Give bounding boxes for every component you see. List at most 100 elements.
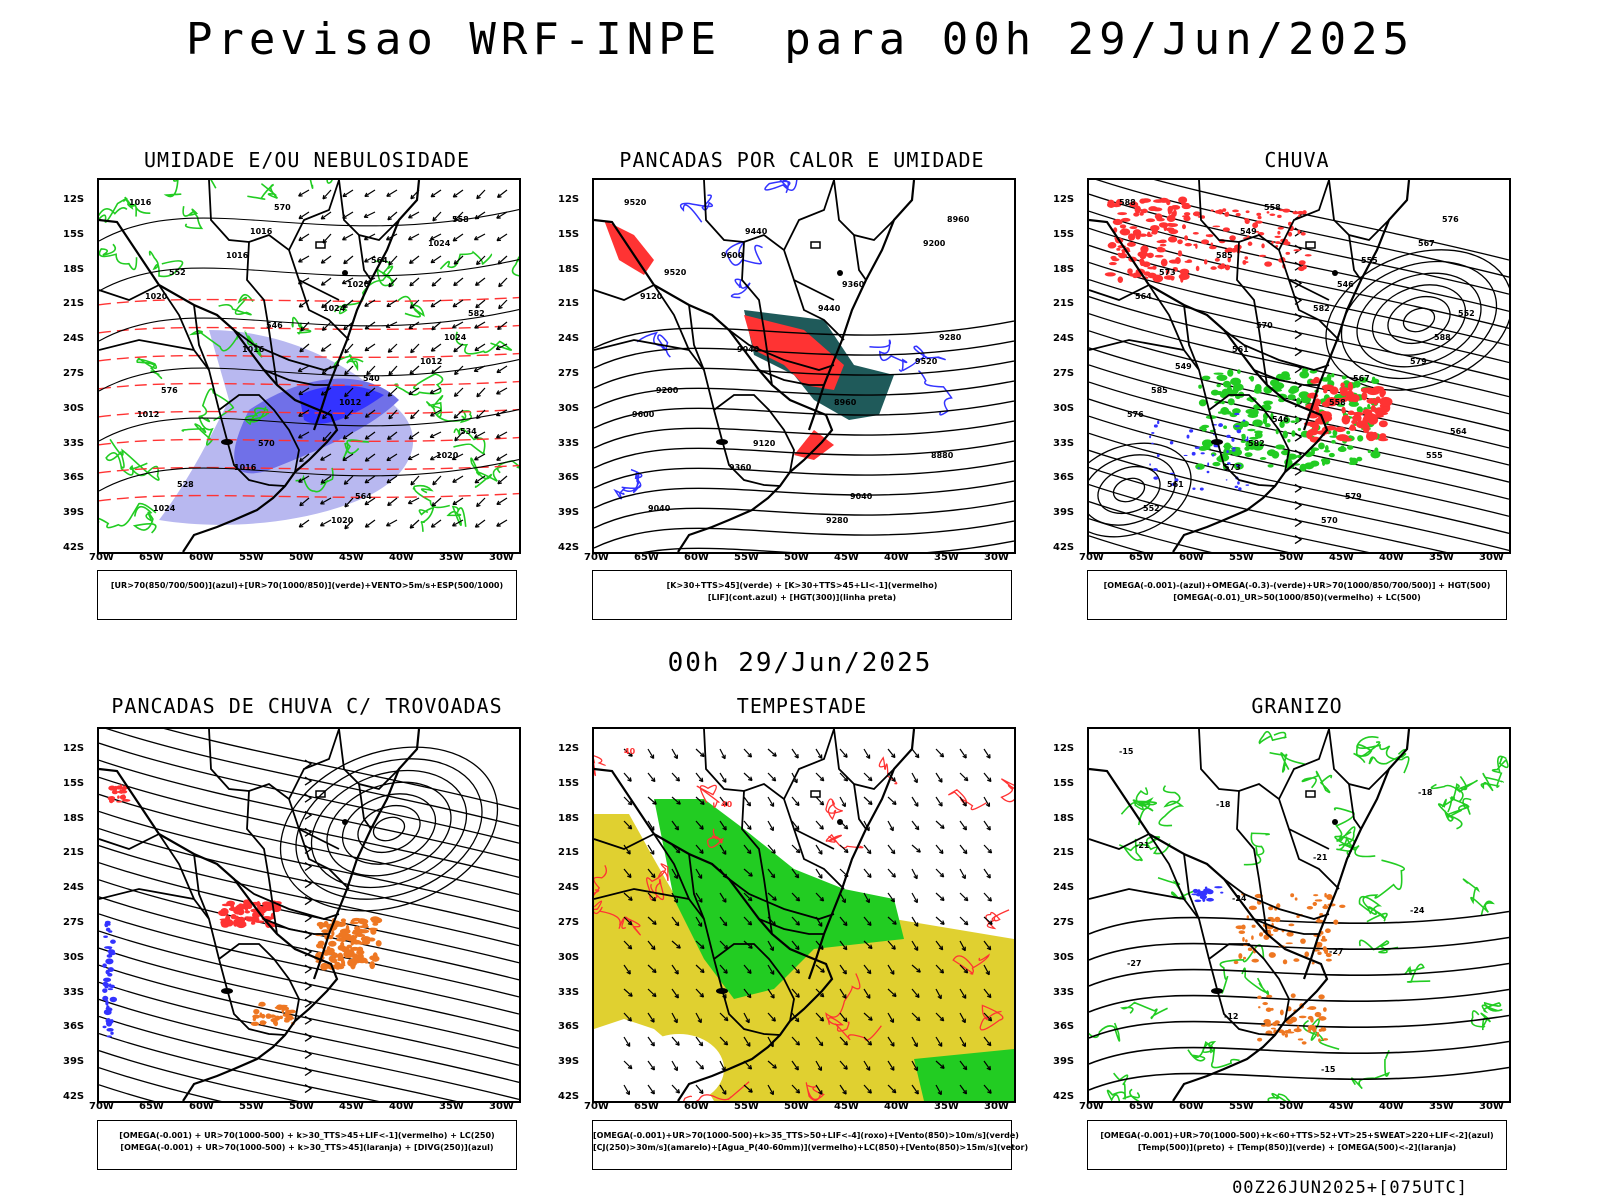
latitude-label: 36S [1053,472,1075,484]
legend-line: [CJ(250)>30m/s](amarelo)+[Agua_P(40-60mm… [593,1143,1029,1152]
forecast-map: 588 585 582 579 576 573 570 567 564 561 558 555 552 5… [1089,180,1509,552]
latitude-label: 24S [63,882,85,894]
longitude-label: 45W [834,1101,859,1112]
latitude-label: 36S [1053,1021,1075,1033]
contour-label: 9120 [753,439,776,448]
contour-label: 576 [1127,410,1144,419]
contour-label: -21 [1135,841,1150,850]
latitude-label: 18S [63,812,85,824]
latitude-label: 12S [558,194,580,205]
latitude-label: 39S [63,1056,85,1068]
longitude-label: 35W [934,552,959,563]
latitude-label: 33S [63,437,85,449]
map-frame: 9520 9600 9440 9520 9600 9360 9280 9200 9120 9040… [592,178,1016,554]
longitude-label: 30W [489,552,514,563]
latitude-label: 27S [63,368,85,379]
map-frame: 40 40 [592,727,1016,1103]
longitude-label: 45W [834,552,859,563]
contour-label: 555 [1361,256,1378,265]
longitude-label: 60W [1179,552,1204,563]
contour-label: -24 [1410,906,1425,915]
contour-label: -15 [1119,747,1134,756]
latitude-label: 27S [1053,368,1075,379]
contour-label: 558 [452,215,469,224]
longitude-label: 65W [1129,552,1154,563]
panel-title: TEMPESTADE [736,694,868,718]
longitude-label: 70W [1079,1101,1104,1112]
longitude-label: 50W [1279,1101,1304,1112]
latitude-label: 24S [558,333,580,345]
latitude-label: 42S [63,542,85,553]
longitude-label: 45W [339,1101,364,1112]
longitude-label: 65W [139,1101,164,1112]
longitude-label: 55W [734,1101,759,1112]
longitude-label: 55W [239,1101,264,1112]
contour-label: 582 [1248,439,1265,448]
map-frame: 1016 1016 1024 1012 1012 1016 1020 1024 1020 1016… [97,178,521,554]
latitude-label: 42S [558,542,580,553]
latitude-label: 30S [558,951,580,963]
contour-label: 1024 [323,304,346,313]
longitude-label: 50W [289,552,314,563]
latitude-label: 18S [558,263,580,275]
contour-label: 9360 [842,280,865,289]
latitude-label: 39S [1053,507,1075,519]
legend-line: [Temp(500)](preto) + [Temp(850)](verde) … [1137,1143,1457,1152]
longitude-label: 60W [189,552,214,563]
longitude-label: 35W [1429,1101,1454,1112]
longitude-label: 30W [1479,552,1504,563]
contour-label: 9120 [640,292,663,301]
contour-label: 9520 [915,357,938,366]
contour-label: 9360 [729,463,752,472]
contour-label: 561 [1167,480,1184,489]
longitude-label: 60W [189,1101,214,1112]
contour-label: 585 [1216,251,1233,260]
longitude-label: 35W [439,1101,464,1112]
contour-label: 570 [258,439,275,448]
latitude-label: 12S [1053,194,1075,205]
contour-label: 564 [355,492,372,501]
map-frame: 588 585 582 579 576 573 570 567 564 561 558 555 552 5… [1087,178,1511,554]
latitude-label: 36S [63,472,85,484]
contour-label: 558 [1329,398,1346,407]
legend-line: [OMEGA(-0.001)-(azul)+OMEGA(-0.3)-(verde… [1103,581,1491,590]
longitude-label: 60W [684,1101,709,1112]
latitude-label: 30S [1053,951,1075,963]
longitude-label: 45W [1329,552,1354,563]
contour-label: 585 [1151,386,1168,395]
contour-label: 1024 [428,239,451,248]
longitude-label: 30W [984,552,1009,563]
contour-label: 579 [1410,357,1427,366]
contour-label: 576 [1442,215,1459,224]
latitude-label: 33S [558,986,580,998]
contour-label: 555 [1426,451,1443,460]
longitude-label: 40W [884,1101,909,1112]
longitude-label: 65W [634,1101,659,1112]
longitude-label: 40W [389,1101,414,1112]
contour-label: 570 [1321,516,1338,525]
forecast-map: 1016 1016 1024 1012 1012 1016 1020 1024 1020 1016… [99,180,519,552]
contour-label: 558 [1264,203,1281,212]
latitude-label: 39S [558,1056,580,1068]
latitude-label: 12S [558,743,580,754]
latitude-label: 27S [558,368,580,379]
latitude-label: 24S [63,333,85,345]
latitude-label: 39S [63,507,85,519]
longitude-label: 60W [1179,1101,1204,1112]
contour-label: 549 [1175,362,1192,371]
contour-label: 1016 [226,251,249,260]
longitude-label: 55W [1229,1101,1254,1112]
panel-title: UMIDADE E/OU NEBULOSIDADE [143,148,471,172]
longitude-label: 40W [1379,1101,1404,1112]
latitude-label: 42S [1053,1091,1075,1102]
latitude-label: 15S [558,228,580,240]
contour-label: 1020 [347,280,370,289]
legend-line: [K>30+TTS>45](verde) + [K>30+TTS>45+LI<-… [666,581,938,590]
contour-label: 534 [460,427,477,436]
latitude-label: 30S [1053,402,1075,414]
longitude-label: 35W [1429,552,1454,563]
longitude-label: 40W [1379,552,1404,563]
panel-title: GRANIZO [1251,694,1343,718]
contour-label: 1016 [129,198,152,207]
latitude-label: 33S [63,986,85,998]
